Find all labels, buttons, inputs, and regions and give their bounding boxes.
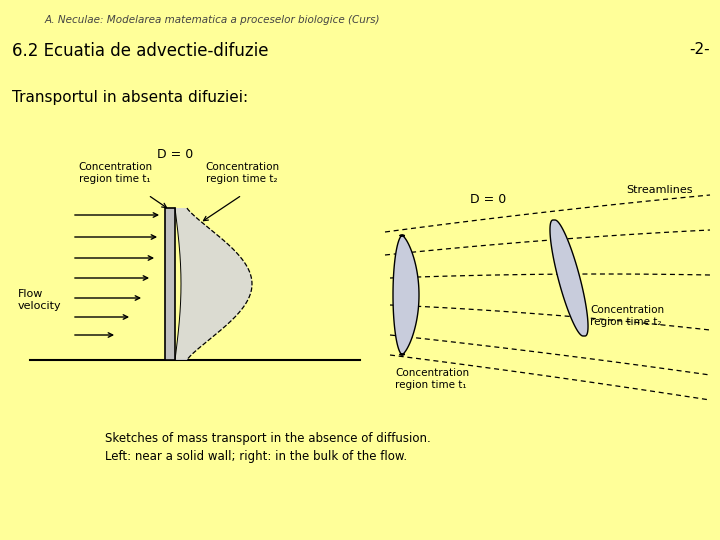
Text: -2-: -2- — [689, 42, 710, 57]
Text: Transportul in absenta difuziei:: Transportul in absenta difuziei: — [12, 90, 248, 105]
Text: Flow
velocity: Flow velocity — [18, 289, 62, 311]
Text: Sketches of mass transport in the absence of diffusion.: Sketches of mass transport in the absenc… — [105, 432, 431, 445]
Text: 6.2 Ecuatia de advectie-difuzie: 6.2 Ecuatia de advectie-difuzie — [12, 42, 269, 60]
Text: Concentration
region time t₁: Concentration region time t₁ — [395, 368, 469, 389]
Polygon shape — [175, 208, 252, 360]
Text: Streamlines: Streamlines — [626, 185, 693, 195]
Text: A. Neculae: Modelarea matematica a proceselor biologice (Curs): A. Neculae: Modelarea matematica a proce… — [45, 15, 380, 25]
Bar — [165, 208, 175, 360]
Text: Concentration
region time t₁: Concentration region time t₁ — [78, 162, 152, 184]
Text: Left: near a solid wall; right: in the bulk of the flow.: Left: near a solid wall; right: in the b… — [105, 450, 407, 463]
Text: Concentration
region time t₂: Concentration region time t₂ — [205, 162, 279, 184]
Polygon shape — [393, 235, 419, 355]
Text: D = 0: D = 0 — [157, 148, 193, 161]
Text: D = 0: D = 0 — [470, 193, 506, 206]
Text: Concentration
region time t₂: Concentration region time t₂ — [590, 305, 664, 327]
Polygon shape — [550, 220, 588, 336]
